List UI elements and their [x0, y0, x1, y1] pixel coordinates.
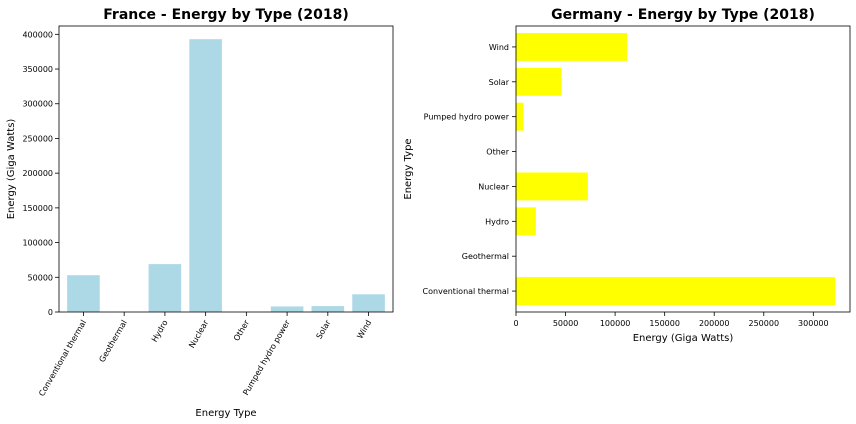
france-bar-pumped-hydro-power — [270, 306, 304, 312]
france-y-axis-ticks: 0 50000 100000 150000 200000 250000 300000 3500… — [22, 30, 59, 317]
france-y-tick-label: 100000 — [22, 239, 53, 248]
france-x-axis-label: Energy Type — [195, 408, 256, 419]
germany-bar-conventional-thermal — [516, 277, 836, 306]
germany-bars — [516, 32, 836, 306]
france-bar-nuclear — [189, 39, 222, 312]
germany-x-tick-label: 150000 — [649, 319, 680, 328]
germany-y-axis-ticks: Conventional thermal Geothermal Hydro Nucle… — [423, 43, 516, 296]
germany-y-tick-label: Other — [486, 148, 509, 157]
germany-x-axis-label: Energy (Giga Watts) — [633, 333, 734, 344]
germany-bar-solar — [516, 67, 562, 96]
germany-y-tick-label: Pumped hydro power — [424, 113, 510, 122]
france-bar-wind — [352, 294, 385, 312]
germany-x-tick-label: 0 — [513, 319, 518, 328]
germany-bar-nuclear — [516, 172, 588, 201]
germany-plot-frame — [515, 25, 851, 313]
germany-y-tick-label: Solar — [489, 78, 510, 87]
germany-y-tick-label: Wind — [489, 43, 509, 52]
france-bar-hydro — [148, 264, 182, 312]
france-chart-title: France - Energy by Type (2018) — [103, 7, 348, 23]
germany-bar-pumped-hydro-power — [516, 102, 524, 131]
france-y-tick-label: 0 — [48, 308, 53, 317]
germany-y-tick-label: Geothermal — [462, 252, 509, 261]
france-y-tick-label: 400000 — [22, 30, 53, 39]
france-y-tick-label: 300000 — [22, 100, 53, 109]
france-y-tick-label: 150000 — [22, 204, 53, 213]
france-bar-solar — [311, 306, 345, 312]
germany-y-axis-label: Energy Type — [403, 138, 414, 199]
france-plot-frame — [58, 25, 394, 313]
france-bars — [67, 39, 385, 312]
germany-bar-wind — [516, 32, 628, 61]
germany-bar-hydro — [516, 207, 536, 236]
france-y-tick-label: 200000 — [22, 169, 53, 178]
france-bar-conventional-thermal — [67, 275, 100, 312]
germany-y-tick-label: Hydro — [485, 217, 509, 226]
germany-y-tick-label: Nuclear — [478, 182, 510, 191]
germany-x-tick-label: 100000 — [600, 319, 631, 328]
france-y-tick-label: 250000 — [22, 134, 53, 143]
france-y-tick-label: 350000 — [22, 65, 53, 74]
germany-x-axis-ticks: 0 50000 100000 150000 200000 250000 300000 — [513, 312, 829, 328]
germany-x-tick-label: 200000 — [699, 319, 730, 328]
germany-x-tick-label: 50000 — [553, 319, 578, 328]
germany-x-tick-label: 250000 — [749, 319, 780, 328]
france-y-axis-label: Energy (Giga Watts) — [6, 119, 17, 220]
germany-x-tick-label: 300000 — [798, 319, 829, 328]
germany-y-tick-label: Conventional thermal — [423, 287, 509, 296]
france-y-tick-label: 50000 — [28, 273, 53, 282]
germany-chart-title: Germany - Energy by Type (2018) — [551, 7, 815, 23]
germany-chart: Germany - Energy by Type (2018) Conventi… — [403, 7, 851, 344]
